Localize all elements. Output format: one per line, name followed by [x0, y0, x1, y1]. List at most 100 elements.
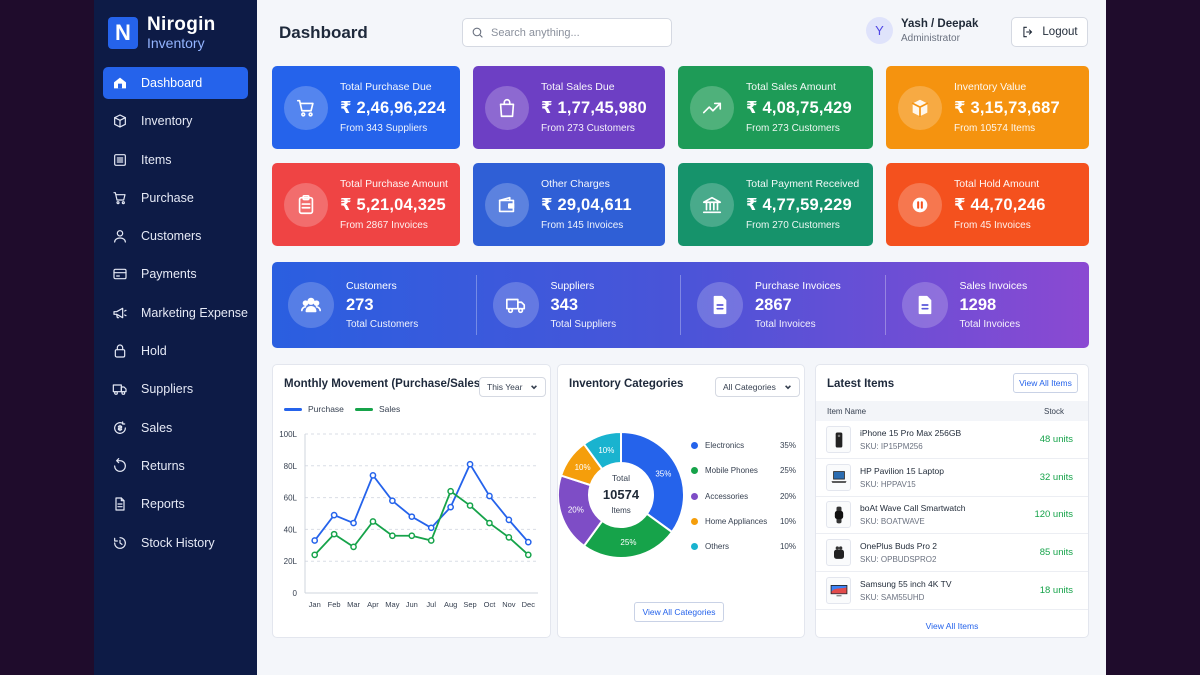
card-value: ₹ 29,04,611	[541, 196, 632, 214]
stat-suppliers[interactable]: Suppliers 343 Total Suppliers	[475, 275, 681, 335]
point-sales	[389, 532, 396, 540]
year-filter-select[interactable]: This Year	[479, 377, 547, 397]
x-tick-label: Aug	[444, 600, 457, 609]
view-all-items-top-label: View All Items	[1019, 378, 1072, 388]
document-icon	[713, 295, 727, 315]
sidebar-item-stock-history[interactable]: Stock History	[103, 527, 248, 559]
item-name: iPhone 15 Pro Max 256GB	[860, 428, 962, 438]
card-inventory-value[interactable]: Inventory Value ₹ 3,15,73,687 From 10574 I…	[886, 66, 1089, 149]
card-label: Inventory Value	[954, 81, 1027, 93]
box-icon-wrap	[112, 113, 128, 129]
brand-logo: N	[108, 17, 138, 49]
category-filter-value: All Categories	[723, 382, 776, 392]
slice-value-label: 10%	[598, 446, 614, 455]
x-tick-label: Mar	[347, 600, 360, 609]
sidebar-item-customers[interactable]: Customers	[103, 220, 248, 252]
sidebar-item-sales[interactable]: Sales	[103, 412, 248, 444]
view-all-items-top-button[interactable]: View All Items	[1013, 373, 1078, 393]
point-sales	[486, 519, 493, 527]
point-sales	[408, 532, 416, 540]
slice-value-label: 35%	[655, 469, 671, 478]
card-sub: From 45 Invoices	[954, 220, 1031, 231]
donut-center-value: 10574	[603, 487, 640, 502]
sidebar-item-marketing-expense[interactable]: Marketing Expense	[103, 297, 248, 329]
history-icon	[114, 536, 126, 549]
legend-label: Mobile Phones	[705, 466, 758, 476]
point-sales	[369, 518, 377, 525]
sidebar-item-inventory[interactable]: Inventory	[103, 105, 248, 137]
stat-label: Purchase Invoices	[755, 280, 841, 292]
category-filter-select[interactable]: All Categories	[715, 377, 800, 397]
stat-customers[interactable]: Customers 273 Total Customers	[272, 275, 476, 335]
latest-item-row[interactable]: boAt Wave Call Smartwatch SKU: BOATWAVE 12…	[816, 496, 1088, 535]
search-box[interactable]	[462, 18, 672, 47]
series-line-purchase	[313, 462, 529, 543]
chevron-down-icon	[531, 385, 538, 390]
latest-item-row[interactable]: HP Pavilion 15 Laptop SKU: HPPAV15 32 unit…	[816, 459, 1088, 497]
stat-label: Sales Invoices	[959, 280, 1028, 292]
stat-sales-invoices[interactable]: Sales Invoices 1298 Total Invoices	[884, 275, 1090, 335]
card-sub: From 273 Customers	[746, 123, 840, 134]
card-total-payment-received[interactable]: Total Payment Received ₹ 4,77,59,229 From …	[678, 163, 873, 246]
sidebar-item-items[interactable]: Items	[103, 144, 248, 176]
item-sku: SKU: OPBUDSPRO2	[860, 555, 937, 565]
card-total-sales-due[interactable]: Total Sales Due ₹ 1,77,45,980 From 273 Cus…	[473, 66, 665, 149]
sidebar-item-payments[interactable]: Payments	[103, 258, 248, 290]
user-role: Administrator	[901, 32, 960, 44]
y-tick-label: 80L	[284, 462, 298, 471]
cart-icon	[296, 99, 314, 117]
latest-item-row[interactable]: Samsung 55 inch 4K TV SKU: SAM55UHD 18 uni…	[816, 572, 1088, 610]
sidebar-item-returns[interactable]: Returns	[103, 450, 248, 482]
search-input[interactable]	[491, 26, 661, 39]
logout-label: Logout	[1042, 26, 1078, 38]
card-total-sales-amount[interactable]: Total Sales Amount ₹ 4,08,75,429 From 273 …	[678, 66, 873, 149]
legend-home-appliances: Home Appliances 10%	[691, 517, 796, 526]
sidebar-item-label: Reports	[141, 497, 185, 512]
sidebar-item-reports[interactable]: Reports	[103, 488, 248, 520]
card-sub: From 270 Customers	[746, 220, 840, 231]
truck-icon-wrap	[112, 381, 128, 397]
point-sales	[311, 551, 319, 559]
card-sub: From 273 Customers	[541, 123, 635, 134]
point-purchase	[389, 497, 396, 505]
card-label: Total Payment Received	[746, 178, 860, 190]
card-icon	[113, 269, 127, 280]
sidebar-item-purchase[interactable]: Purchase	[103, 182, 248, 214]
box-icon	[114, 114, 126, 128]
item-thumbnail	[826, 539, 851, 567]
latest-item-row[interactable]: iPhone 15 Pro Max 256GB SKU: IP15PM256 48 …	[816, 421, 1088, 459]
item-sku: SKU: IP15PM256	[860, 442, 923, 451]
x-tick-label: Dec	[522, 600, 536, 609]
bag-icon	[499, 98, 515, 117]
point-purchase	[369, 471, 377, 479]
point-purchase	[311, 537, 319, 544]
legend-mobile-phones: Mobile Phones 25%	[691, 466, 796, 475]
sidebar-item-hold[interactable]: Hold	[103, 335, 248, 367]
list-icon-wrap	[112, 152, 128, 168]
x-tick-label: Jan	[309, 600, 321, 609]
x-tick-label: May	[385, 600, 399, 609]
card-total-purchase-due[interactable]: Total Purchase Due ₹ 2,46,96,224 From 343 …	[272, 66, 460, 149]
latest-item-row[interactable]: OnePlus Buds Pro 2 SKU: OPBUDSPRO2 85 unit…	[816, 534, 1088, 573]
x-tick-label: Oct	[484, 600, 497, 609]
sidebar-item-label: Dashboard	[141, 76, 203, 90]
card-total-purchase-amount[interactable]: Total Purchase Amount ₹ 5,21,04,325 From 2…	[272, 163, 460, 246]
sales-icon	[114, 421, 126, 434]
logout-button[interactable]: Logout	[1011, 17, 1088, 47]
sidebar-item-label: Marketing Expense	[141, 305, 249, 320]
stat-purchase-invoices[interactable]: Purchase Invoices 2867 Total Invoices	[680, 275, 885, 335]
card-other-charges[interactable]: Other Charges ₹ 29,04,611 From 145 Invoice…	[473, 163, 665, 246]
avatar[interactable]: Y	[866, 17, 893, 44]
sidebar-item-dashboard[interactable]: Dashboard	[103, 67, 248, 99]
view-all-items-bottom-link[interactable]: View All Items	[925, 621, 979, 631]
view-all-categories-button[interactable]: View All Categories	[634, 602, 724, 622]
sidebar-item-suppliers[interactable]: Suppliers	[103, 373, 248, 405]
card-total-hold-amount[interactable]: Total Hold Amount ₹ 44,70,246 From 45 Invo…	[886, 163, 1089, 246]
legend-swatch	[691, 442, 698, 449]
bank-icon	[702, 196, 722, 213]
slice-electronics	[620, 430, 684, 534]
legend-value: 10%	[779, 542, 796, 552]
donut-center-label: Total	[612, 473, 630, 483]
user-info[interactable]: Y Yash / Deepak Administrator	[866, 17, 978, 44]
truck-icon	[112, 384, 127, 396]
